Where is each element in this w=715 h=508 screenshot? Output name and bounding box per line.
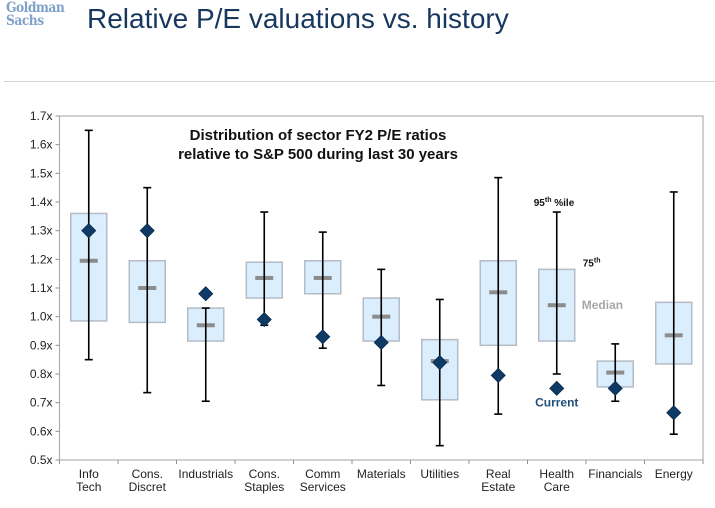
sector-box-cons-staples	[245, 211, 283, 328]
page-title: Relative P/E valuations vs. history	[87, 3, 509, 34]
logo-line-2: Sachs	[6, 13, 44, 29]
y-tick-label: 1.5x	[30, 166, 53, 180]
current-diamond	[256, 311, 272, 328]
x-category-label: Utilities	[420, 467, 459, 481]
current-diamond	[373, 334, 389, 351]
sector-box-industrials	[187, 286, 225, 403]
goldman-sachs-logo: Goldman Sachs	[6, 0, 68, 29]
y-tick-label: 1.4x	[30, 195, 53, 209]
x-category-label: Financials	[588, 467, 642, 481]
y-tick-label: 1.6x	[30, 138, 53, 152]
x-category-label: Industrials	[178, 467, 233, 481]
y-tick-label: 0.7x	[30, 396, 53, 410]
current-diamond	[315, 329, 331, 345]
x-category-label: Comm Services	[300, 467, 346, 494]
y-tick-label: 0.9x	[30, 338, 53, 352]
current-diamond	[549, 380, 565, 396]
x-category-label: Real Estate	[481, 467, 515, 494]
y-tick-label: 1.2x	[30, 252, 53, 266]
x-category-label: Health Care	[539, 467, 574, 494]
sector-box-comm-services	[304, 231, 342, 350]
y-tick-label: 1.0x	[30, 310, 53, 324]
current-diamond	[139, 223, 155, 239]
annotation-75th-percentile: 75th	[583, 257, 601, 269]
logo-line-1: Goldman	[6, 0, 65, 16]
sector-box-utilities	[421, 298, 459, 447]
y-tick-label: 0.8x	[30, 367, 53, 381]
sector-box-materials	[362, 268, 400, 387]
chart-title-line-2: relative to S&P 500 during last 30 years	[178, 146, 458, 163]
x-category-label: Materials	[357, 467, 406, 481]
y-tick-label: 1.1x	[30, 281, 53, 295]
current-diamond	[432, 354, 448, 371]
x-category-label: Cons. Discret	[129, 467, 167, 494]
header-divider	[4, 81, 715, 82]
annotation-median: Median	[582, 298, 623, 312]
current-diamond	[666, 405, 682, 421]
sector-box-health-care	[538, 211, 576, 396]
y-tick-label: 1.7x	[30, 109, 53, 123]
x-category-label: Cons. Staples	[244, 467, 284, 494]
y-tick-label: 0.6x	[30, 424, 53, 438]
legend-annotations: 95th %ile 75th Median Current	[534, 197, 623, 409]
sector-box-financials	[596, 343, 634, 403]
y-tick-label: 1.3x	[30, 224, 53, 238]
x-category-label: Info Tech	[76, 467, 101, 494]
y-tick-label: 0.5x	[30, 453, 53, 467]
sector-box-cons-discret	[128, 186, 166, 394]
sector-box-energy	[655, 191, 693, 436]
current-diamond	[607, 380, 623, 396]
chart-title-line-1: Distribution of sector FY2 P/E ratios	[190, 127, 447, 144]
sector-box-real-estate	[479, 176, 517, 415]
chart-marks	[70, 129, 693, 447]
current-diamond	[198, 286, 214, 302]
current-diamond	[81, 223, 97, 239]
chart-axes: 0.5x 0.6x 0.7x 0.8x 0.9x 1.0x 1.1x 1.2x 1.3x 1.4x…	[30, 109, 704, 494]
current-diamond	[490, 367, 506, 383]
sector-box-info-tech	[70, 129, 108, 361]
x-category-label: Energy	[655, 467, 693, 481]
annotation-current: Current	[535, 395, 578, 409]
annotation-95th-percentile: 95th %ile	[534, 197, 575, 209]
